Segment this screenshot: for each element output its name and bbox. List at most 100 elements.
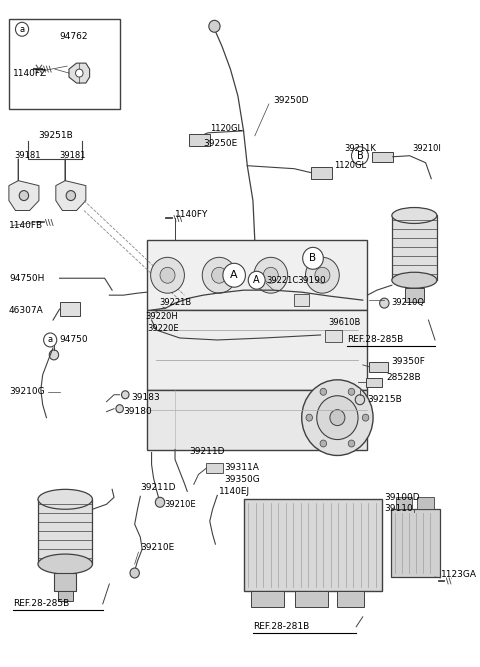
Text: 39221C: 39221C	[266, 275, 299, 285]
Circle shape	[263, 267, 278, 283]
Text: 39181: 39181	[14, 151, 41, 160]
Text: 39350G: 39350G	[225, 475, 261, 484]
Text: 39210Q: 39210Q	[391, 297, 424, 307]
Circle shape	[66, 191, 75, 201]
Circle shape	[362, 414, 369, 421]
Circle shape	[320, 440, 326, 447]
Circle shape	[156, 498, 165, 508]
Text: 39610B: 39610B	[328, 317, 360, 327]
Text: 28528B: 28528B	[386, 374, 421, 382]
Text: 39350F: 39350F	[391, 358, 425, 366]
Bar	[337, 591, 364, 607]
Bar	[369, 362, 388, 372]
Circle shape	[212, 267, 227, 283]
Bar	[147, 310, 367, 390]
Circle shape	[305, 257, 339, 293]
Text: 39311A: 39311A	[225, 463, 260, 472]
Text: 39210I: 39210I	[412, 144, 442, 153]
Circle shape	[223, 263, 245, 287]
Ellipse shape	[392, 207, 437, 223]
Circle shape	[348, 388, 355, 396]
Bar	[396, 498, 412, 510]
Text: a: a	[20, 25, 24, 34]
Text: 1140EJ: 1140EJ	[219, 487, 250, 496]
Text: 39250D: 39250D	[274, 97, 309, 105]
Text: 39210G: 39210G	[9, 388, 45, 396]
Circle shape	[151, 257, 184, 293]
Text: 39210E: 39210E	[140, 543, 175, 552]
Bar	[251, 591, 284, 607]
Text: 1120GL: 1120GL	[335, 161, 367, 170]
Text: 94750: 94750	[60, 336, 88, 344]
Circle shape	[160, 267, 175, 283]
Circle shape	[306, 414, 312, 421]
Bar	[311, 167, 332, 179]
Text: REF.28-285B: REF.28-285B	[347, 336, 403, 344]
Circle shape	[348, 440, 355, 447]
Text: 1140FB: 1140FB	[9, 221, 43, 230]
Bar	[405, 288, 424, 302]
Text: 39220E: 39220E	[147, 323, 179, 333]
Text: 39211D: 39211D	[140, 483, 176, 492]
Bar	[294, 294, 309, 306]
Text: 39110: 39110	[384, 504, 413, 513]
Text: B: B	[310, 253, 317, 263]
Circle shape	[317, 396, 358, 440]
Bar	[206, 464, 223, 474]
Text: REF.28-285B: REF.28-285B	[12, 600, 69, 608]
Circle shape	[355, 395, 365, 405]
Text: 39181: 39181	[60, 151, 86, 160]
Circle shape	[202, 257, 236, 293]
Text: 39220H: 39220H	[145, 311, 178, 321]
Circle shape	[380, 298, 389, 308]
Circle shape	[315, 267, 330, 283]
Circle shape	[351, 147, 368, 165]
Circle shape	[254, 257, 288, 293]
Text: 1123GA: 1123GA	[441, 570, 477, 580]
Text: B: B	[357, 151, 363, 161]
Circle shape	[116, 405, 123, 413]
Circle shape	[130, 568, 139, 578]
Text: 39215B: 39215B	[367, 396, 402, 404]
Bar	[38, 500, 93, 564]
Text: 94762: 94762	[60, 32, 88, 41]
Polygon shape	[9, 159, 39, 211]
Text: 39211K: 39211K	[344, 144, 376, 153]
Circle shape	[75, 69, 83, 77]
Circle shape	[302, 380, 373, 456]
Bar	[9, 19, 120, 109]
Text: REF.28-281B: REF.28-281B	[253, 622, 309, 631]
Bar	[243, 500, 383, 591]
Circle shape	[320, 388, 326, 396]
Text: 1140FY: 1140FY	[175, 210, 208, 219]
Circle shape	[121, 391, 129, 399]
Text: 39250E: 39250E	[203, 139, 238, 148]
Polygon shape	[56, 159, 86, 211]
Bar	[366, 378, 383, 387]
Ellipse shape	[392, 272, 437, 288]
Circle shape	[44, 333, 57, 347]
Bar	[58, 591, 73, 601]
Text: A: A	[253, 275, 260, 285]
Text: A: A	[230, 270, 238, 280]
Text: 39190: 39190	[297, 275, 326, 285]
Text: a: a	[48, 336, 53, 344]
Bar	[60, 302, 80, 316]
Bar	[391, 510, 440, 577]
Circle shape	[19, 191, 29, 201]
Ellipse shape	[38, 554, 93, 574]
Polygon shape	[69, 63, 90, 83]
Text: 39211D: 39211D	[189, 447, 225, 456]
Text: 39180: 39180	[123, 407, 152, 416]
Text: 39100D: 39100D	[384, 493, 420, 502]
Bar	[372, 152, 393, 161]
Circle shape	[303, 247, 324, 269]
Bar	[392, 215, 437, 280]
Bar	[147, 390, 367, 450]
Text: 94750H: 94750H	[9, 273, 44, 283]
Text: 39251B: 39251B	[38, 131, 73, 140]
Text: 46307A: 46307A	[9, 305, 44, 315]
Text: 39210E: 39210E	[165, 500, 196, 509]
Ellipse shape	[38, 490, 93, 510]
Bar	[325, 330, 342, 342]
